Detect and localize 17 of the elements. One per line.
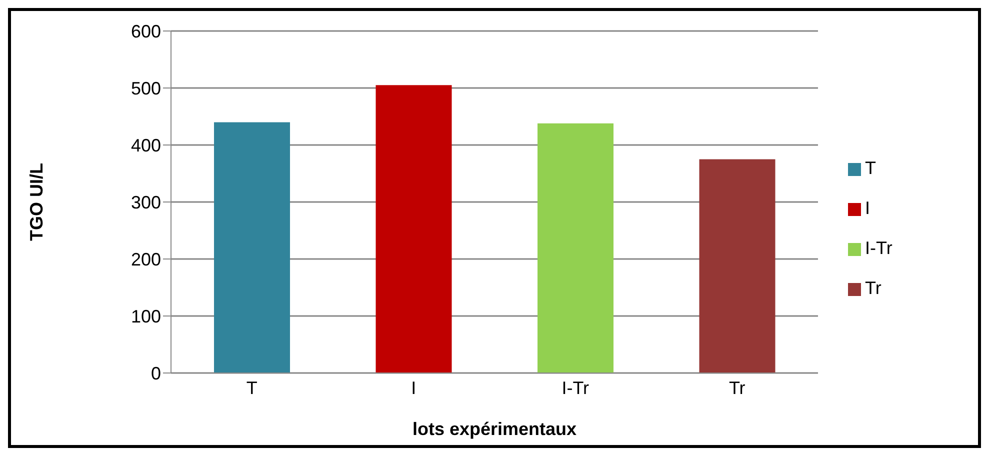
x-tick-label: T [246,378,258,398]
y-tick-label: 400 [130,135,161,156]
y-tick-label: 0 [150,363,161,384]
x-axis-title: lots expérimentaux [412,419,577,439]
y-axis-title: TGO UI/L [26,163,46,241]
legend-label: T [865,158,876,178]
y-tick-label: 300 [130,192,161,212]
legend-label: Tr [865,278,882,298]
y-tick-label: 500 [130,78,161,98]
legend-label: I-Tr [865,238,892,258]
y-tick-label: 100 [130,306,161,326]
y-tick-label: 600 [130,21,161,42]
x-tick-label: I [411,378,416,398]
x-tick-label: Tr [728,378,746,398]
y-tick-label: 200 [130,249,161,270]
x-tick-label: I-Tr [562,378,590,398]
legend-label: I [865,198,870,218]
